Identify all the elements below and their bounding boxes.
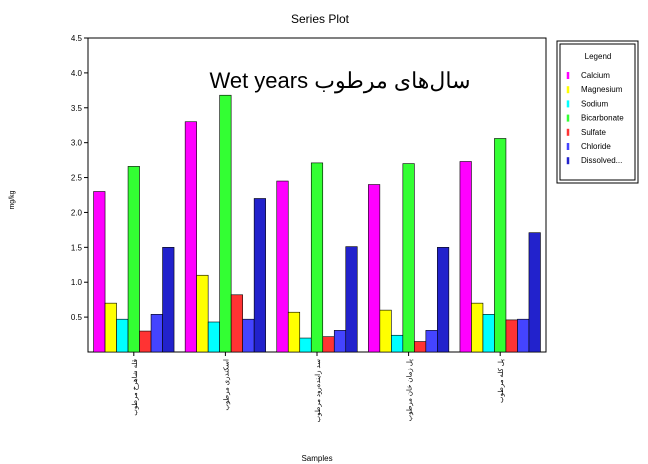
y-tick-label: 3.0 (71, 139, 83, 148)
bar-bicarbonate-4 (402, 163, 415, 353)
bar-sulfate-4 (414, 341, 427, 353)
bar-sulfate-3 (322, 336, 335, 353)
y-tick-label: 1.5 (71, 243, 83, 252)
bar-series (93, 94, 541, 356)
category-label: قله شاهرخ مرطوب (131, 359, 139, 416)
bar-magnesium-4 (379, 309, 392, 353)
y-tick-label: 4.5 (71, 34, 83, 43)
bar-sulfate-5 (505, 319, 518, 353)
legend: Legend Calcium Magnesium Sodium Bicarbonate… (556, 40, 639, 184)
bar-calcium-1 (93, 191, 106, 353)
category-label: پل زمان خان مرطوب (406, 359, 414, 422)
bar-magnesium-1 (104, 302, 117, 353)
bar-calcium-2 (184, 121, 197, 353)
y-axis-label: mg/kg (9, 190, 16, 209)
legend-label: Bicarbonate (581, 114, 624, 123)
bar-calcium-5 (459, 161, 472, 353)
y-tick-label: 2.5 (71, 174, 83, 183)
bar-dissolved-3 (345, 246, 358, 353)
legend-label: Dissolved... (581, 156, 622, 165)
legend-label: Calcium (581, 71, 610, 80)
bar-bicarbonate-3 (310, 162, 324, 353)
bar-dissolved-2 (253, 198, 266, 353)
bar-chloride-3 (333, 330, 347, 353)
chart-title: Series Plot (291, 12, 350, 26)
legend-label: Magnesium (581, 85, 623, 94)
y-tick-label: 0.5 (71, 313, 83, 322)
bar-sodium-2 (207, 321, 220, 353)
bar-calcium-3 (276, 180, 289, 353)
legend-label: Sodium (581, 99, 608, 108)
bar-sodium-3 (299, 337, 312, 353)
category-label: سد زاینده‌رود مرطوب (314, 359, 322, 423)
bar-sodium-5 (482, 314, 495, 353)
category-label: اسکندری مرطوب (222, 359, 230, 411)
bar-magnesium-3 (287, 311, 301, 353)
y-tick-label: 4.0 (71, 69, 83, 78)
bar-bicarbonate-1 (127, 166, 140, 353)
x-axis-label: Samples (301, 454, 332, 463)
legend-inner-frame (559, 43, 636, 181)
bar-chloride-2 (242, 318, 255, 353)
y-tick-label: 2.0 (71, 208, 83, 217)
bar-calcium-4 (368, 184, 381, 353)
chart-annotation: Wet years سال‌های مرطوب (209, 68, 470, 94)
bar-sodium-4 (391, 334, 404, 353)
bar-bicarbonate-2 (219, 94, 232, 353)
legend-label: Chloride (581, 142, 611, 151)
y-tick-label: 1.0 (71, 278, 83, 287)
legend-outer-frame (556, 40, 639, 184)
legend-label: Sulfate (581, 128, 606, 137)
bar-dissolved-1 (162, 247, 175, 353)
y-tick-label: 3.5 (71, 104, 83, 113)
category-label: پل کله مرطوب (497, 359, 505, 403)
bar-sodium-1 (116, 318, 129, 353)
bar-magnesium-5 (471, 302, 484, 353)
bar-dissolved-5 (528, 232, 541, 353)
bar-sulfate-2 (230, 294, 243, 353)
bar-dissolved-4 (437, 247, 450, 353)
bar-sulfate-1 (139, 330, 152, 353)
legend-items: Calcium Magnesium Sodium Bicarbonate Sulfate… (566, 71, 624, 165)
legend-title: Legend (585, 52, 612, 61)
bar-chloride-5 (517, 318, 530, 353)
y-axis-ticks: 4.5 4.0 3.5 3.0 2.5 2.0 1.5 1.0 0.5 (71, 34, 88, 322)
bar-bicarbonate-5 (494, 138, 507, 353)
category-labels: قله شاهرخ مرطوب اسکندری مرطوب سد زاینده‌رو… (131, 359, 505, 423)
bar-magnesium-2 (196, 274, 209, 353)
bar-chloride-1 (150, 314, 163, 353)
bar-chloride-4 (425, 330, 438, 353)
